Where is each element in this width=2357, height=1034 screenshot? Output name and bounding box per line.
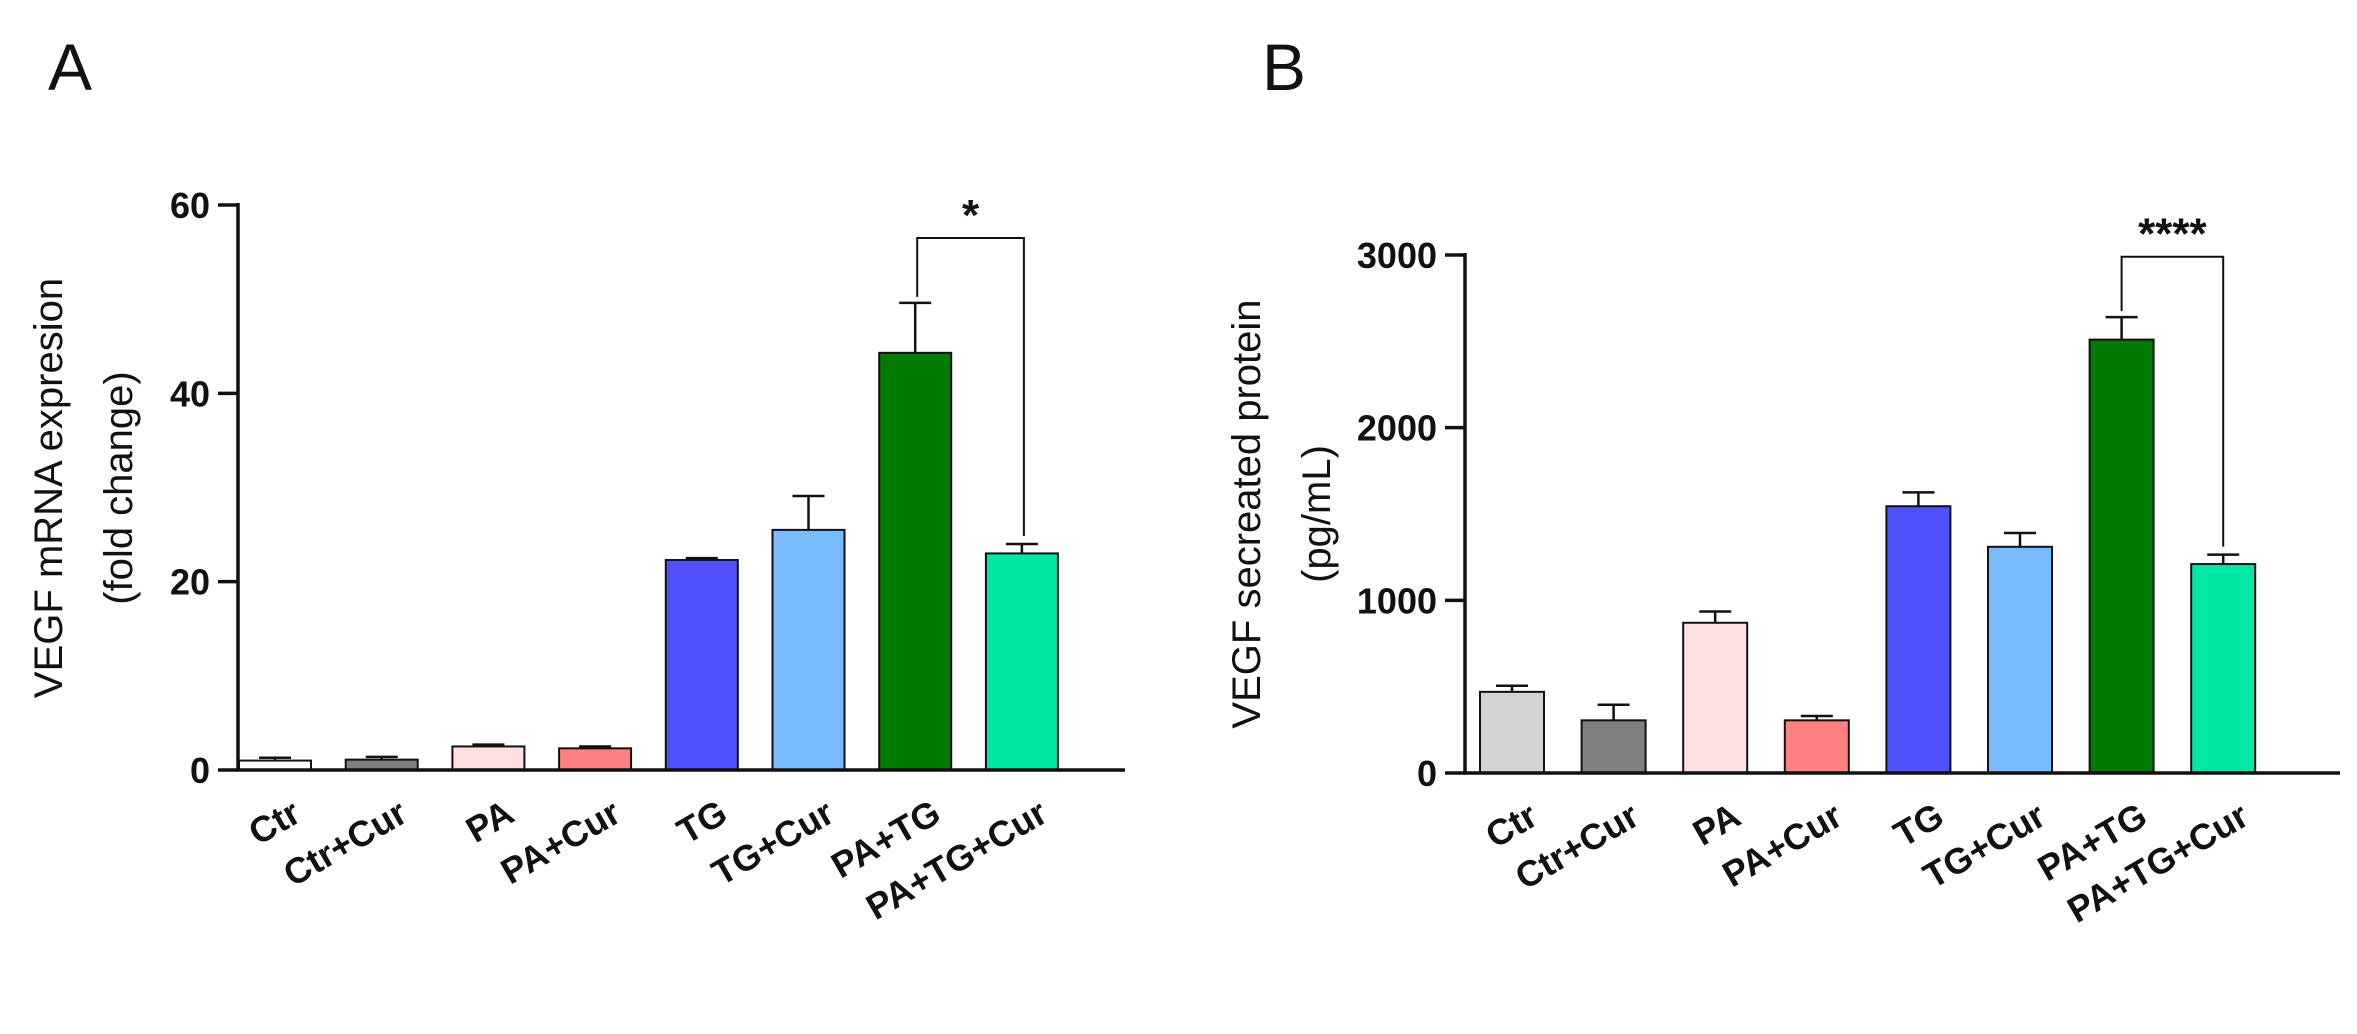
panel-letter: B: [1262, 30, 1306, 104]
bar-pa-tg: [878, 351, 953, 771]
bar-pa-cur: [1783, 719, 1850, 775]
bar-pa: [1682, 621, 1749, 775]
significance-label: *: [962, 191, 980, 240]
panel-b: B VEGF secreated protein (pg/mL) 0 1000 2000 3…: [1225, 30, 2340, 931]
y-tick-label: 40: [170, 373, 210, 414]
y-axis-title-line: (pg/mL): [1295, 445, 1339, 583]
x-category-label: TG+Cur: [705, 791, 841, 893]
bar-tg-cur: [771, 528, 846, 771]
y-axis-title-line: (fold change): [97, 371, 141, 604]
y-tick-label: 1000: [1357, 580, 1437, 621]
x-category-label: PA: [1686, 794, 1748, 853]
y-tick-label: 20: [170, 562, 210, 603]
significance-label: ****: [2138, 210, 2207, 259]
significance-bracket: [2120, 255, 2225, 547]
y-tick-label: 60: [170, 185, 210, 226]
bar-ctr: [1479, 690, 1545, 775]
y-tick-label: 3000: [1357, 235, 1437, 276]
bar-pa: [451, 745, 526, 771]
x-category-label: TG: [670, 791, 734, 852]
y-tick-label: 0: [1417, 753, 1437, 794]
y-tick-label: 2000: [1357, 408, 1437, 449]
bar-pa-tg-cur: [2190, 563, 2257, 774]
x-category-label: Ctr: [241, 791, 307, 853]
y-tick-label: 0: [190, 750, 210, 791]
panel-letter: A: [48, 30, 92, 104]
bar-pa-cur: [558, 747, 633, 772]
x-category-label: PA+Cur: [494, 791, 627, 892]
x-category-label: PA: [459, 791, 521, 850]
y-axis-title-line: VEGF secreated protein: [1225, 299, 1269, 728]
bar-tg: [1885, 505, 1952, 774]
panel-a: A VEGF mRNA expresion (fold change) 0 20 40 60…: [27, 30, 1125, 928]
significance-bracket: [916, 236, 1025, 536]
bar-pa-tg-cur: [984, 552, 1059, 772]
bar-tg: [664, 559, 739, 772]
bar-pa-tg: [2088, 338, 2155, 774]
bar-ctr-cur: [1580, 719, 1647, 775]
x-category-label: Ctr+Cur: [276, 791, 413, 894]
y-axis-title-line: VEGF mRNA expresion: [27, 278, 71, 698]
bar-tg-cur: [1987, 545, 2053, 774]
